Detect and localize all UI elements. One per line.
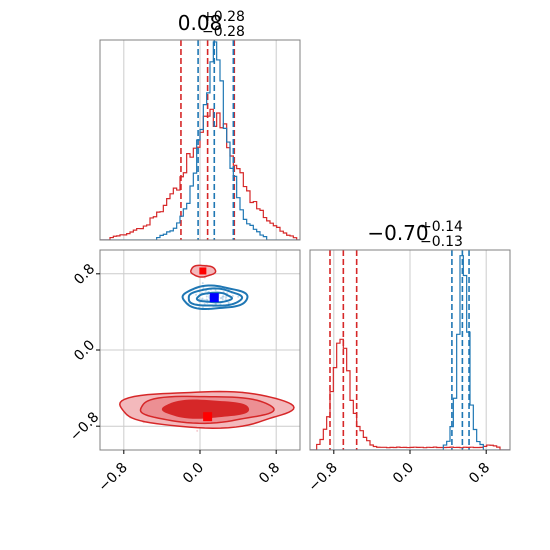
contour-level (181, 284, 249, 311)
y-tick-label: 0.8 (71, 261, 98, 288)
hist-1-title-median: 0.08 (178, 11, 223, 35)
hist-2-title: −0.70 (367, 221, 428, 245)
sample-point (220, 297, 223, 300)
hist-panel-1: 0.08 +0.28 −0.28 (99, 9, 301, 241)
hist-1-title: 0.08 (178, 11, 223, 35)
hist-2-x-tick-labels: −0.8 0.0 0.8 (306, 450, 493, 495)
best-fit-marker (203, 412, 213, 422)
sample-point (225, 296, 228, 299)
sample-point (196, 429, 199, 432)
hist-2-title-plus: +0.14 (420, 219, 463, 235)
x-tick-label: 0.8 (466, 460, 493, 487)
contour-level (161, 399, 250, 419)
hist-2-gridlines (333, 250, 487, 450)
contour-series (119, 264, 295, 432)
hist-1-series (100, 40, 300, 240)
hist-series-step-line (310, 255, 510, 450)
best-fit-marker-secondary (199, 267, 207, 275)
contour-x-tick-labels: −0.8 0.0 0.8 (96, 450, 283, 495)
hist-2-title-minus: −0.13 (420, 234, 463, 250)
sample-point (237, 295, 240, 298)
x-tick-label: −0.8 (96, 460, 131, 495)
hist-1-frame (99, 39, 301, 241)
hist-series-step-line (100, 41, 300, 240)
hist-series-step-line (100, 108, 300, 240)
x-tick-label: 0.0 (180, 460, 207, 487)
hist-1-title-minus: −0.28 (202, 24, 245, 40)
hist-1-title-plus: +0.28 (202, 9, 245, 25)
contour-panel: −0.8 0.0 0.8 −0.8 0.0 0.8 (67, 249, 301, 495)
sample-point (205, 295, 208, 298)
x-tick-label: −0.8 (306, 460, 341, 495)
sample-point (231, 294, 234, 297)
y-tick-label: −0.8 (67, 409, 102, 444)
sample-point (206, 298, 209, 301)
sample-point (195, 293, 198, 296)
hist-panel-2: −0.70 +0.14 −0.13 −0.8 0.0 0.8 (306, 219, 511, 495)
contour-level (187, 287, 244, 307)
hist-2-series (310, 250, 510, 450)
best-fit-marker (209, 293, 219, 303)
sample-point (222, 295, 225, 298)
sample-point (224, 298, 227, 301)
y-tick-label: 0.0 (71, 337, 98, 364)
contour-level (195, 291, 233, 304)
hist-2-title-median: −0.70 (367, 221, 428, 245)
contour-y-tick-labels: −0.8 0.0 0.8 (67, 261, 102, 445)
x-tick-label: 0.8 (256, 460, 283, 487)
hist-series-step-line (310, 338, 510, 450)
sample-point (201, 282, 204, 285)
x-tick-label: 0.0 (390, 460, 417, 487)
sample-point (202, 287, 205, 290)
